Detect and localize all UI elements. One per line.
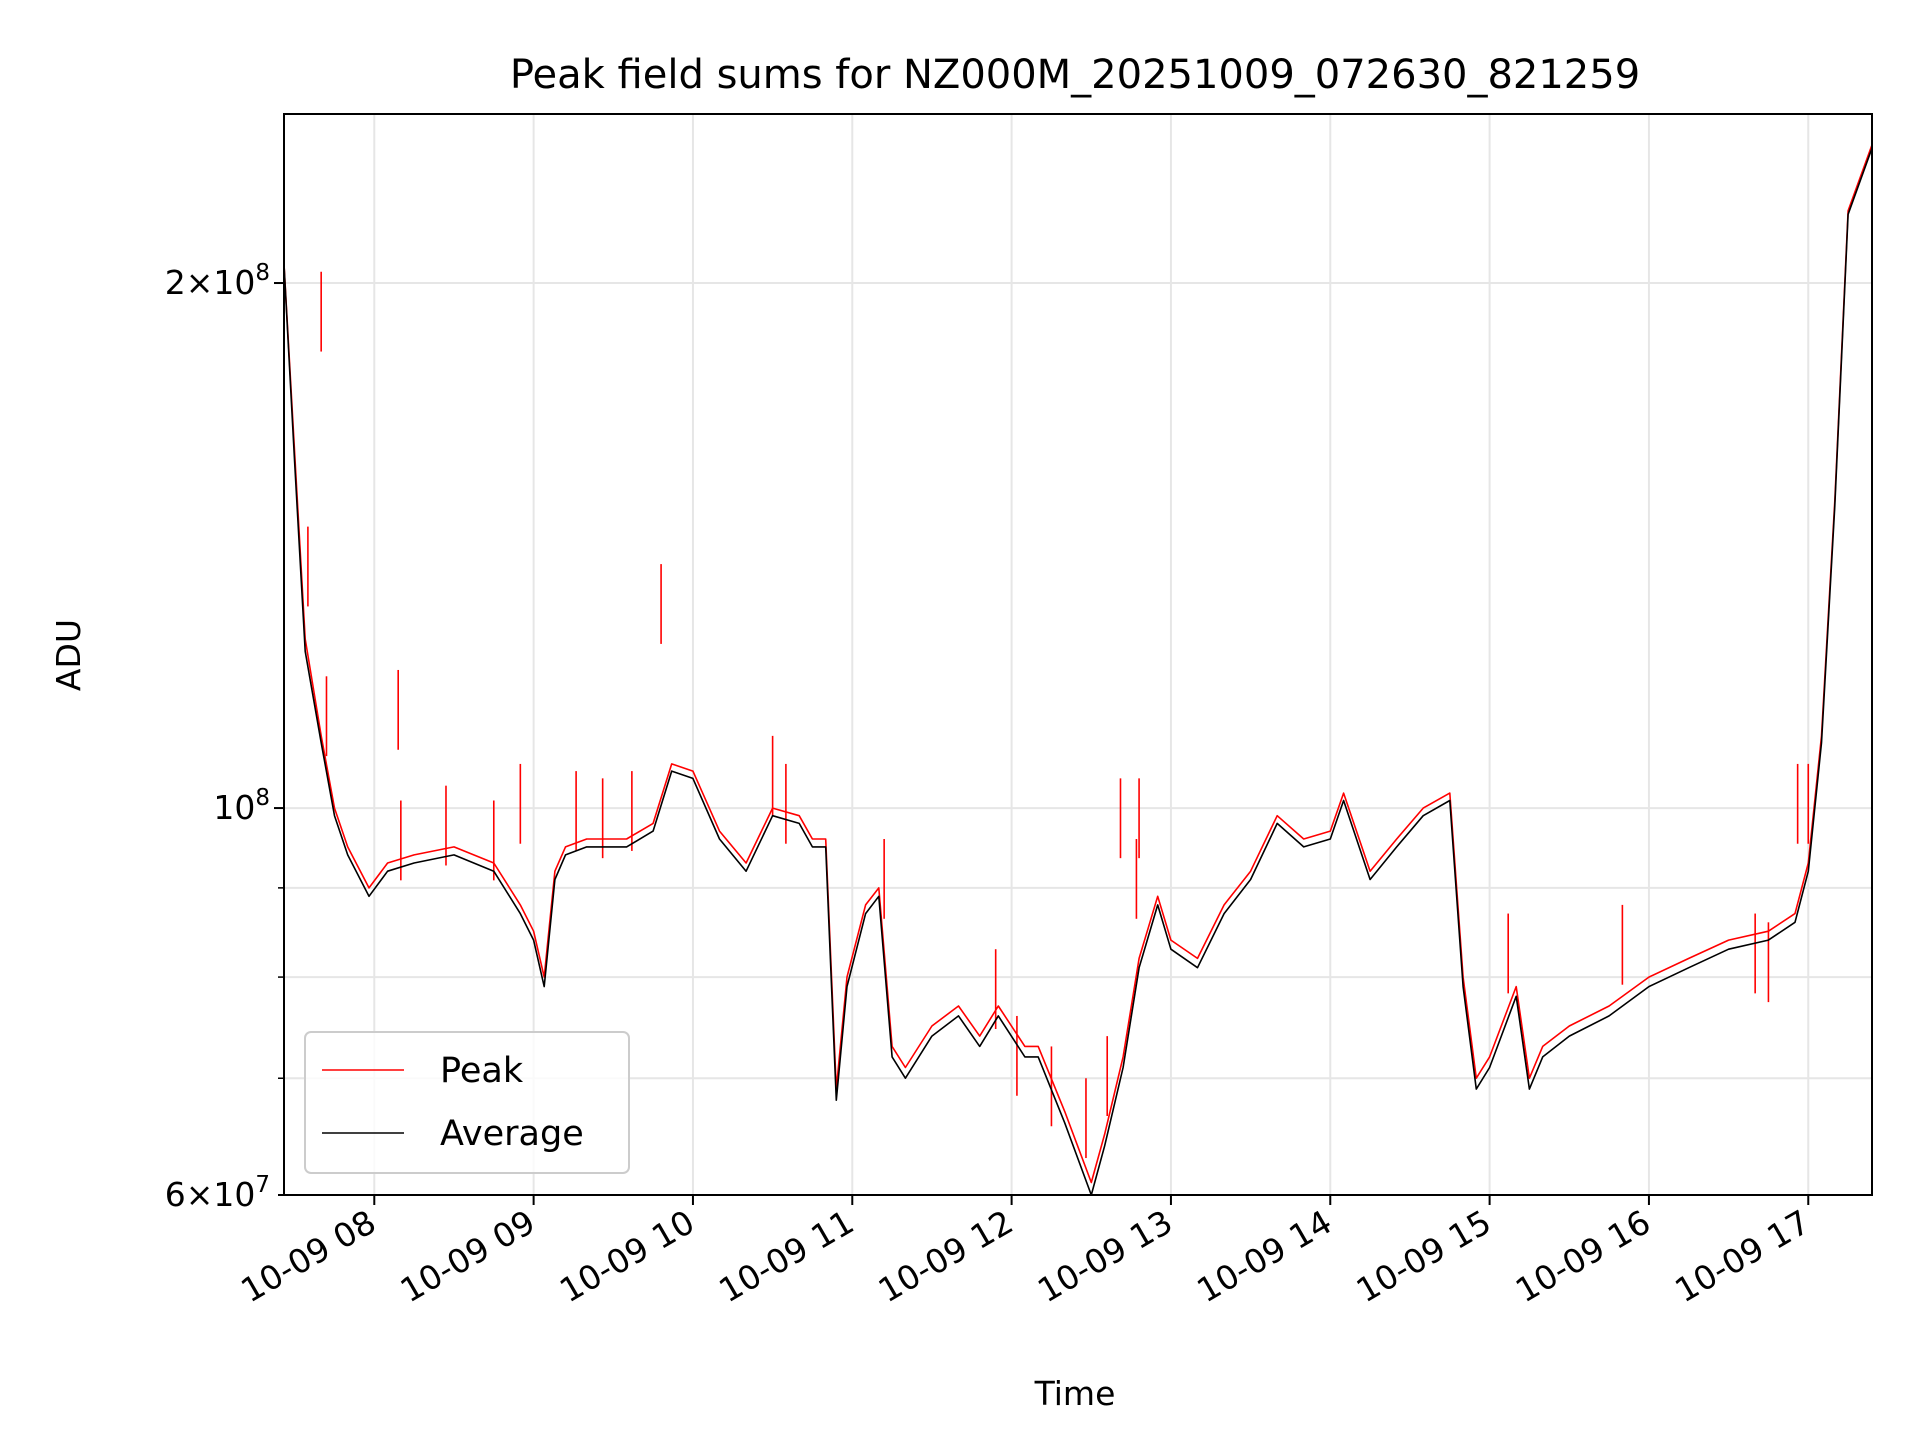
y-axis-title: ADU xyxy=(49,619,88,691)
legend-peak-label: Peak xyxy=(440,1051,524,1091)
x-tick-label: 10-09 09 xyxy=(394,1202,542,1310)
x-tick-label: 10-09 17 xyxy=(1668,1202,1816,1310)
x-tick-label: 10-09 16 xyxy=(1509,1202,1657,1310)
x-tick-label: 10-09 08 xyxy=(234,1202,382,1310)
series-line-average xyxy=(284,147,1872,1195)
y-axis: 2×108 108 6×107 xyxy=(165,260,284,1214)
x-tick-label: 10-09 10 xyxy=(553,1202,701,1310)
y-tick-label: 6×107 xyxy=(165,1172,270,1214)
x-tick-label: 10-09 15 xyxy=(1350,1202,1498,1310)
plot-lines xyxy=(284,144,1872,1195)
x-axis-title: Time xyxy=(1034,1374,1116,1413)
plot-frame xyxy=(283,113,1873,1196)
x-tick-label: 10-09 12 xyxy=(872,1202,1020,1310)
legend-box xyxy=(304,1031,630,1174)
y-tick-label: 108 xyxy=(213,785,270,827)
x-tick-label: 10-09 11 xyxy=(712,1202,860,1310)
y-tick-label: 2×108 xyxy=(165,260,270,302)
series-line-peak xyxy=(284,144,1872,1184)
legend-average-label: Average xyxy=(440,1114,584,1154)
legend: Peak Average xyxy=(304,1031,630,1174)
x-axis: 10-09 08 10-09 09 10-09 10 10-09 11 10-09 12… xyxy=(234,1195,1816,1310)
x-tick-label: 10-09 14 xyxy=(1190,1202,1338,1310)
chart-title: Peak field sums for NZ000M_20251009_0726… xyxy=(510,52,1640,98)
x-tick-label: 10-09 13 xyxy=(1031,1202,1179,1310)
